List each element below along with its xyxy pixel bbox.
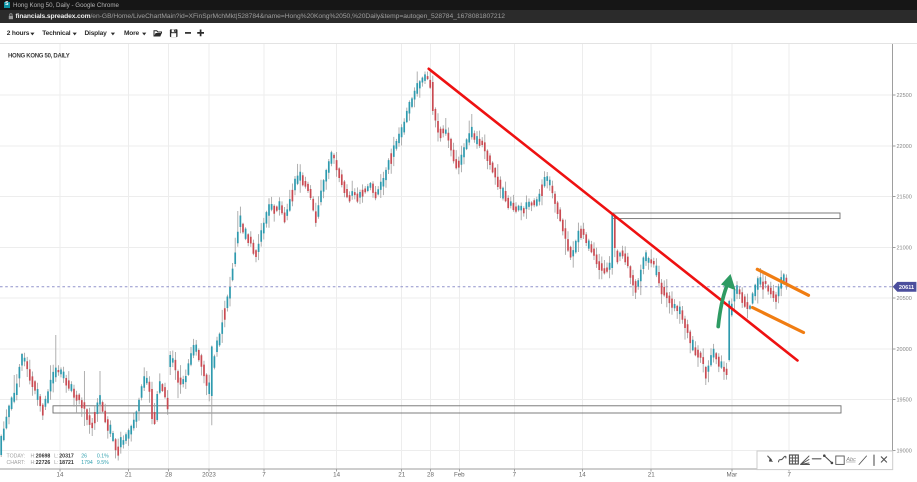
svg-text:14: 14 (579, 472, 586, 479)
svg-text:7: 7 (513, 472, 517, 479)
svg-text:28: 28 (165, 472, 172, 479)
svg-text:19500: 19500 (897, 398, 912, 404)
svg-text:2023: 2023 (202, 472, 216, 479)
svg-text:20611: 20611 (899, 285, 914, 291)
svg-text:21500: 21500 (897, 195, 912, 201)
svg-text:21: 21 (398, 472, 405, 479)
svg-text:22000: 22000 (897, 144, 912, 150)
svg-text:HONG KONG 50, DAILY: HONG KONG 50, DAILY (8, 54, 70, 60)
svg-text:Mar: Mar (726, 472, 737, 479)
svg-text:28: 28 (427, 472, 434, 479)
svg-text:Abc: Abc (845, 457, 856, 463)
svg-text:21: 21 (125, 472, 132, 479)
svg-text:Feb: Feb (454, 472, 465, 479)
svg-text:7: 7 (262, 472, 266, 479)
svg-text:20000: 20000 (897, 347, 912, 353)
svg-text:22500: 22500 (897, 93, 912, 99)
svg-text:14: 14 (333, 472, 340, 479)
svg-text:21000: 21000 (897, 245, 912, 251)
svg-text:7: 7 (787, 472, 791, 479)
svg-text:19000: 19000 (897, 448, 912, 454)
svg-text:20500: 20500 (897, 296, 912, 302)
svg-text:21: 21 (648, 472, 655, 479)
svg-text:14: 14 (57, 472, 64, 479)
